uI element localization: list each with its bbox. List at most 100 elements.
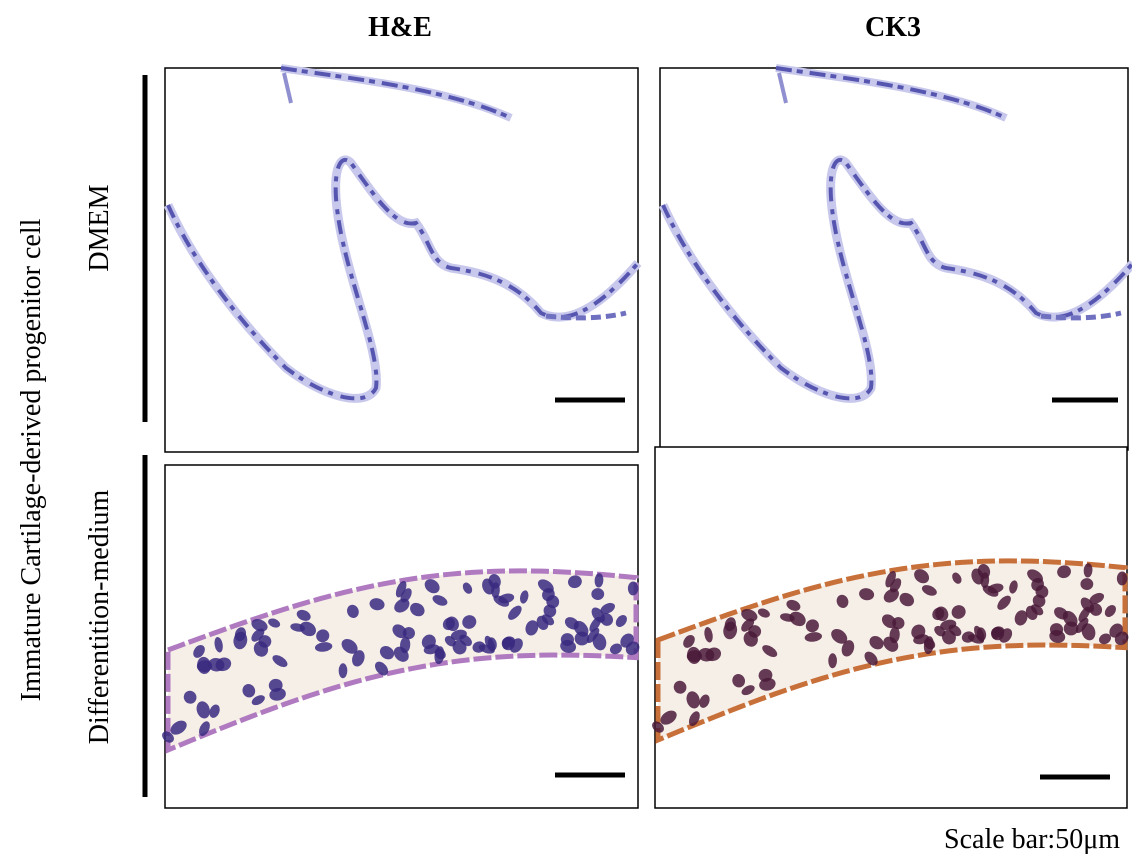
tissue [462,582,473,594]
tissue [1080,578,1094,590]
row-label: Differentition-medium [84,490,115,745]
tissue [208,658,225,672]
tissue [1083,563,1093,578]
tissue [374,661,389,676]
tissue [952,572,962,584]
tissue [883,588,899,603]
tissue [560,633,575,646]
tissue [452,639,467,655]
tissue [591,588,605,600]
tissue [940,619,957,631]
tissue [543,604,557,618]
tissue [251,619,268,632]
tissue [268,618,281,628]
tissue [214,637,223,653]
tissue [1009,580,1018,594]
tissue [971,568,984,585]
tissue [892,617,905,630]
tissue [914,569,930,584]
tissue [568,575,582,589]
tissue [509,638,523,653]
tissue [935,606,949,622]
tissue [859,588,875,601]
tissue [786,599,801,611]
tissue [542,587,555,602]
tissue [864,651,878,666]
tissue [976,627,987,641]
tissue [162,731,174,743]
tissue [724,617,736,632]
tissue [347,604,359,618]
tissue [1057,565,1071,579]
tissue [1032,594,1046,608]
tissue [1014,610,1028,626]
tissue [883,636,899,652]
tissue [686,691,700,709]
tissue [393,646,409,662]
tissue [673,680,687,694]
tissue [741,609,758,622]
tissue [402,627,415,640]
tissue [999,628,1013,643]
tissue [242,684,256,698]
tissue [432,595,448,606]
tissue [209,704,220,718]
tissue [982,585,999,597]
tissue [762,645,778,658]
tissue [434,648,446,660]
tissue [197,656,211,674]
tissue [199,721,210,737]
tissue [251,628,265,642]
tissue [699,694,710,708]
tissue [698,648,715,662]
tissue [732,674,746,688]
tissue [951,605,966,619]
tissue [759,677,776,691]
tissue [841,640,855,657]
tissue [600,602,615,614]
tissue [757,608,770,618]
tissue [586,627,600,644]
tissue [316,629,330,643]
scale-note: Scale bar:50μm [944,824,1120,855]
tissue [183,690,197,704]
tissue [688,711,700,727]
tissue [338,663,348,679]
side-label: Immature Cartilage-derived progenitor ce… [16,218,47,701]
tissue [805,619,819,633]
tissue [748,625,762,638]
tissue [508,605,522,620]
tissue [424,579,440,594]
tissue [1062,610,1078,627]
tissue [1049,623,1064,636]
tissue [924,638,936,650]
tissue [836,594,849,608]
tissue [1109,623,1123,638]
column-header: H&E [368,12,432,43]
tissue [660,710,677,725]
tissue [741,685,755,696]
tissue [296,609,311,621]
tissue [444,635,456,647]
tissue [594,573,604,588]
tissue [789,611,806,627]
tissue [445,616,459,632]
tissue [615,614,627,628]
tissue [741,618,755,632]
tissue [831,628,848,644]
tissue [450,629,467,641]
tissue [1099,633,1112,645]
tissue [299,621,316,637]
tissue [258,635,272,648]
panel [165,68,638,453]
tissue [251,695,265,706]
tissue [1104,604,1116,618]
tissue [620,633,634,648]
tissue [519,590,529,604]
panel [660,68,1132,451]
tissue [1080,597,1095,613]
tissue [652,721,664,733]
tissue [272,655,288,668]
